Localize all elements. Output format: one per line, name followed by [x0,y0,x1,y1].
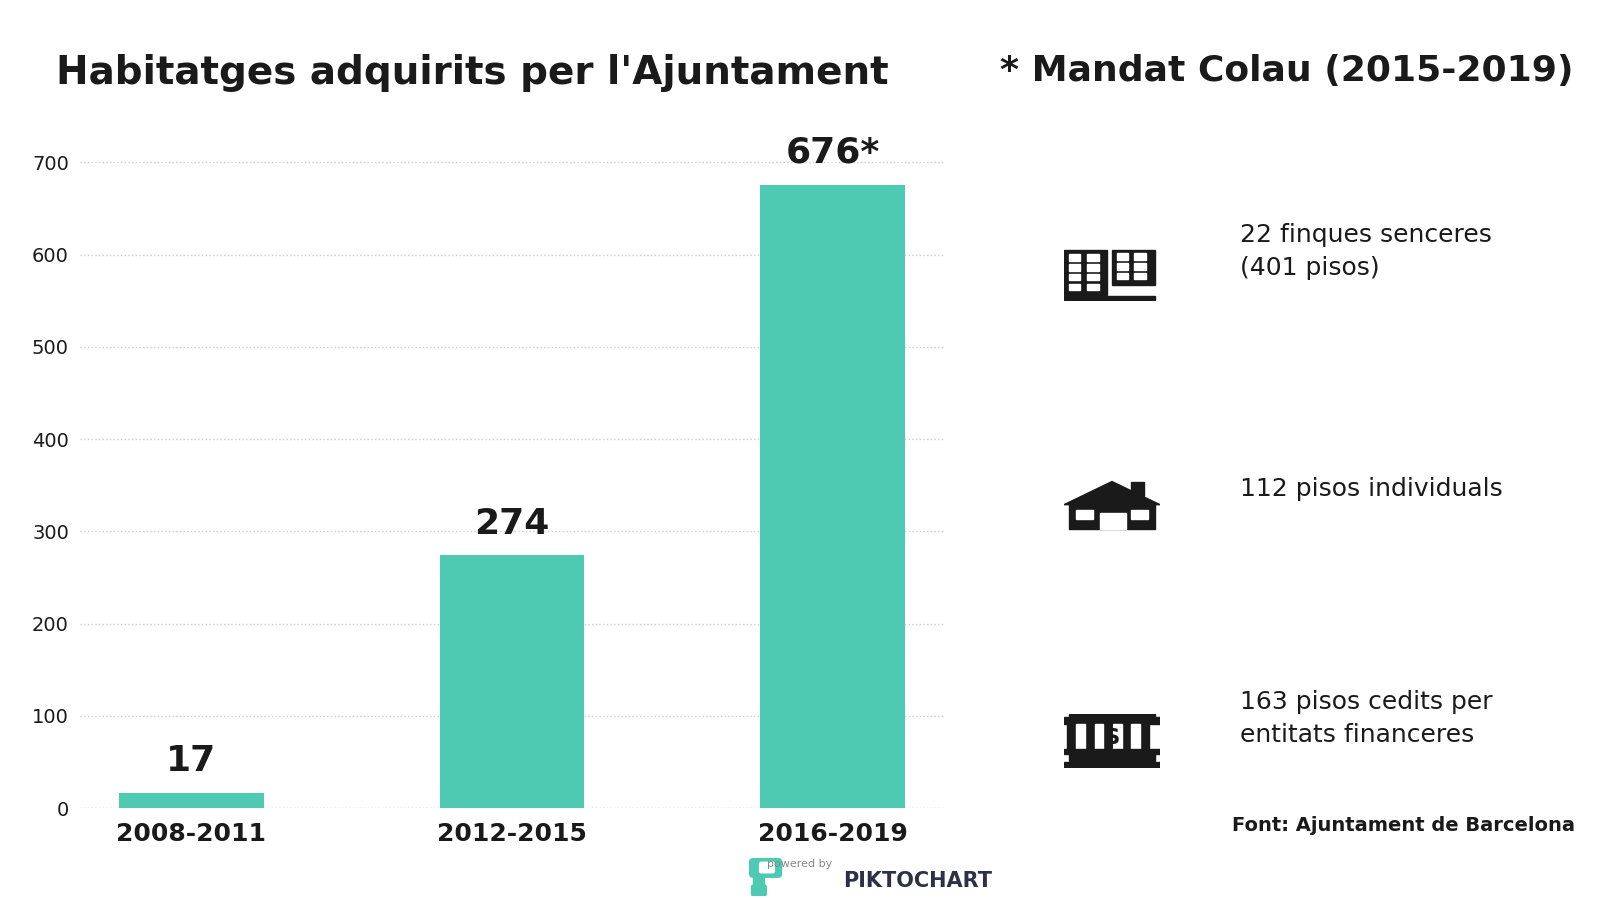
Text: 676*: 676* [786,136,880,170]
Bar [1099,513,1126,529]
Bar [1086,254,1099,261]
Bar [1069,754,1155,762]
FancyBboxPatch shape [752,885,766,896]
Bar [1117,273,1128,279]
Text: 112 pisos individuals: 112 pisos individuals [1240,478,1502,501]
Bar [1085,724,1094,749]
Polygon shape [1064,481,1160,505]
Text: powered by: powered by [768,859,832,869]
Bar [1069,284,1080,290]
Bar [1075,509,1093,519]
Text: * Mandat Colau (2015-2019): * Mandat Colau (2015-2019) [1000,54,1573,88]
Bar [1114,724,1122,749]
FancyBboxPatch shape [760,862,774,873]
Bar [1134,253,1146,260]
Text: Habitatges adquirits per l'Ajuntament: Habitatges adquirits per l'Ajuntament [56,54,888,92]
Bar [1067,724,1077,749]
Bar [1131,482,1144,496]
FancyBboxPatch shape [750,858,781,877]
Bar [1064,762,1160,767]
Text: 163 pisos cedits per
entitats financeres: 163 pisos cedits per entitats financeres [1240,690,1493,747]
Bar [1131,724,1139,749]
Bar [1069,274,1080,280]
Text: Font: Ajuntament de Barcelona: Font: Ajuntament de Barcelona [1232,816,1574,835]
Bar [1077,724,1085,749]
Bar [1134,273,1146,279]
Bar [1122,724,1131,749]
Bar [1094,724,1104,749]
Bar [1117,263,1128,269]
Bar [1134,263,1146,269]
Bar [1139,724,1149,749]
Bar [120,793,264,808]
Bar [1064,296,1155,300]
Bar [1086,274,1099,280]
Bar [760,184,904,808]
Bar [1064,250,1107,295]
Text: PIKTOCHART: PIKTOCHART [843,871,992,891]
Text: 17: 17 [166,744,216,778]
Bar [1069,504,1155,529]
Bar [1064,750,1160,753]
Bar [1104,724,1114,749]
Bar [440,555,584,808]
Bar [754,860,765,893]
Text: 274: 274 [474,506,550,541]
Text: 22 finques senceres
(401 pisos): 22 finques senceres (401 pisos) [1240,223,1491,280]
Bar [1069,264,1080,270]
Bar [1069,714,1155,717]
Bar [1131,509,1149,519]
Bar [1112,250,1155,285]
Bar [1117,253,1128,260]
Bar [1086,284,1099,290]
Bar [1086,264,1099,270]
Text: $: $ [1104,725,1120,749]
Bar [1069,254,1080,261]
Bar [1064,717,1160,724]
